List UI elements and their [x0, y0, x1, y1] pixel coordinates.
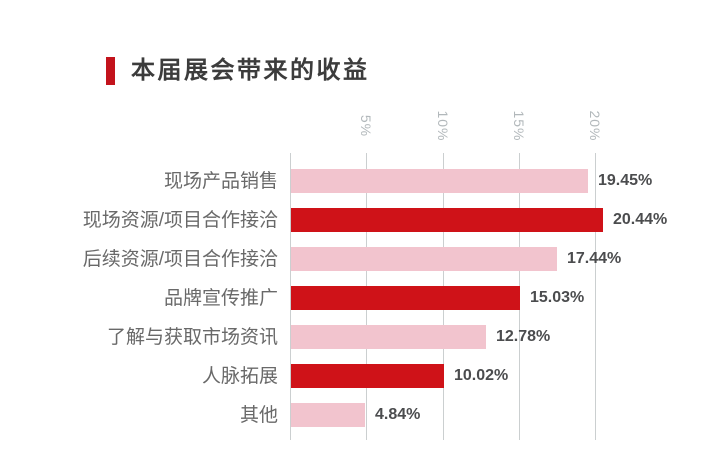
value-label: 20.44%	[613, 211, 668, 228]
x-tick-label: 15%	[511, 110, 527, 142]
category-label: 人脉拓展	[201, 366, 278, 387]
x-tick-label: 5%	[358, 114, 374, 138]
category-label: 现场产品销售	[163, 171, 278, 192]
category-label: 品牌宣传推广	[163, 288, 278, 309]
chart-header: 本届展会带来的收益	[106, 54, 370, 88]
value-label: 12.78%	[496, 328, 551, 345]
title-accent-bar	[106, 57, 115, 85]
bar-3	[291, 247, 557, 271]
bar-2	[291, 208, 603, 232]
value-label: 15.03%	[530, 289, 585, 306]
chart-title: 本届展会带来的收益	[131, 57, 370, 84]
value-label: 10.02%	[454, 367, 509, 384]
bar-7	[291, 403, 365, 427]
bar-1	[291, 169, 588, 193]
bar-6	[291, 364, 444, 388]
category-label: 现场资源/项目合作接洽	[82, 210, 278, 231]
x-tick-label: 20%	[587, 110, 603, 142]
category-label: 其他	[239, 405, 278, 426]
gridline-20	[595, 153, 596, 440]
y-axis-line	[290, 153, 291, 440]
category-label: 了解与获取市场资讯	[106, 327, 278, 348]
value-label: 19.45%	[598, 172, 653, 189]
x-tick-label: 10%	[435, 110, 451, 142]
category-label: 后续资源/项目合作接洽	[82, 249, 278, 270]
bar-5	[291, 325, 486, 349]
bar-4	[291, 286, 520, 310]
value-label: 17.44%	[567, 250, 622, 267]
value-label: 4.84%	[375, 406, 421, 423]
